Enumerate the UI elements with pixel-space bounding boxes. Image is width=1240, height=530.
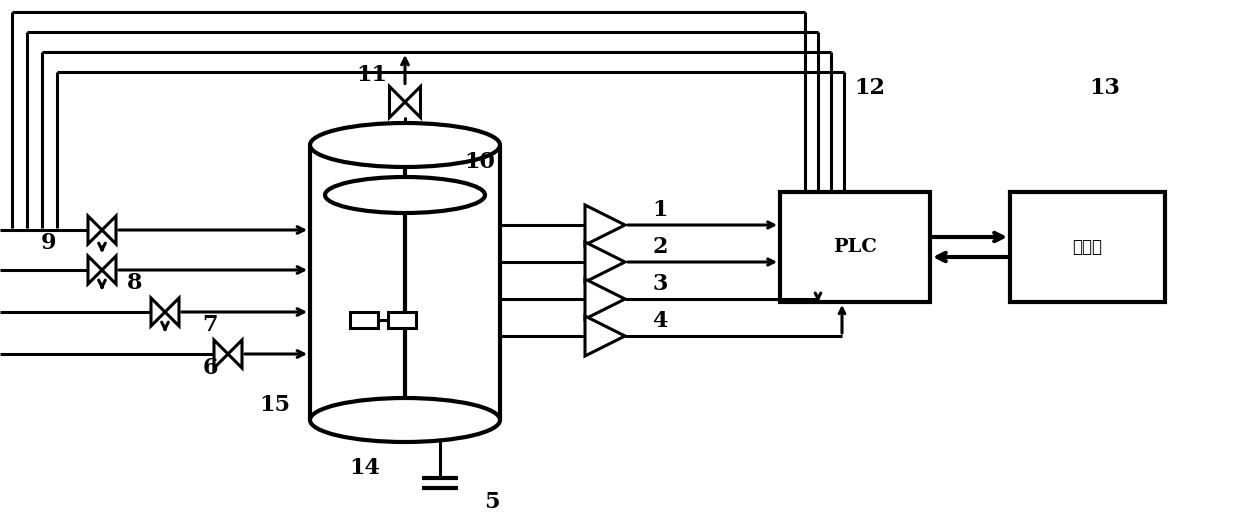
Text: 1: 1: [652, 199, 668, 221]
Polygon shape: [102, 216, 117, 244]
Polygon shape: [215, 340, 228, 368]
Polygon shape: [585, 242, 625, 282]
Text: 6: 6: [202, 357, 218, 379]
Ellipse shape: [310, 123, 500, 167]
Polygon shape: [102, 256, 117, 284]
Text: 触摸屏: 触摸屏: [1073, 238, 1102, 256]
Bar: [780, 192, 930, 302]
Bar: [350, 312, 378, 328]
Polygon shape: [88, 216, 102, 244]
Text: 14: 14: [350, 457, 381, 479]
Text: 3: 3: [652, 273, 667, 295]
Text: 13: 13: [1090, 77, 1121, 99]
Polygon shape: [228, 340, 242, 368]
Text: 11: 11: [357, 64, 387, 86]
Text: 8: 8: [128, 272, 143, 294]
Bar: [388, 312, 415, 328]
Polygon shape: [405, 86, 420, 118]
Text: 5: 5: [485, 491, 500, 513]
Text: 15: 15: [259, 394, 290, 416]
Polygon shape: [585, 205, 625, 245]
Text: 10: 10: [465, 151, 496, 173]
Polygon shape: [165, 298, 179, 326]
Polygon shape: [389, 86, 405, 118]
Polygon shape: [585, 279, 625, 319]
Text: 7: 7: [202, 314, 218, 336]
Text: PLC: PLC: [833, 238, 877, 256]
Text: 4: 4: [652, 310, 667, 332]
Bar: [1011, 192, 1166, 302]
Text: 2: 2: [652, 236, 668, 258]
Polygon shape: [151, 298, 165, 326]
Text: 12: 12: [854, 77, 885, 99]
Ellipse shape: [310, 398, 500, 442]
Polygon shape: [88, 256, 102, 284]
Text: 9: 9: [40, 232, 56, 254]
Polygon shape: [585, 316, 625, 356]
